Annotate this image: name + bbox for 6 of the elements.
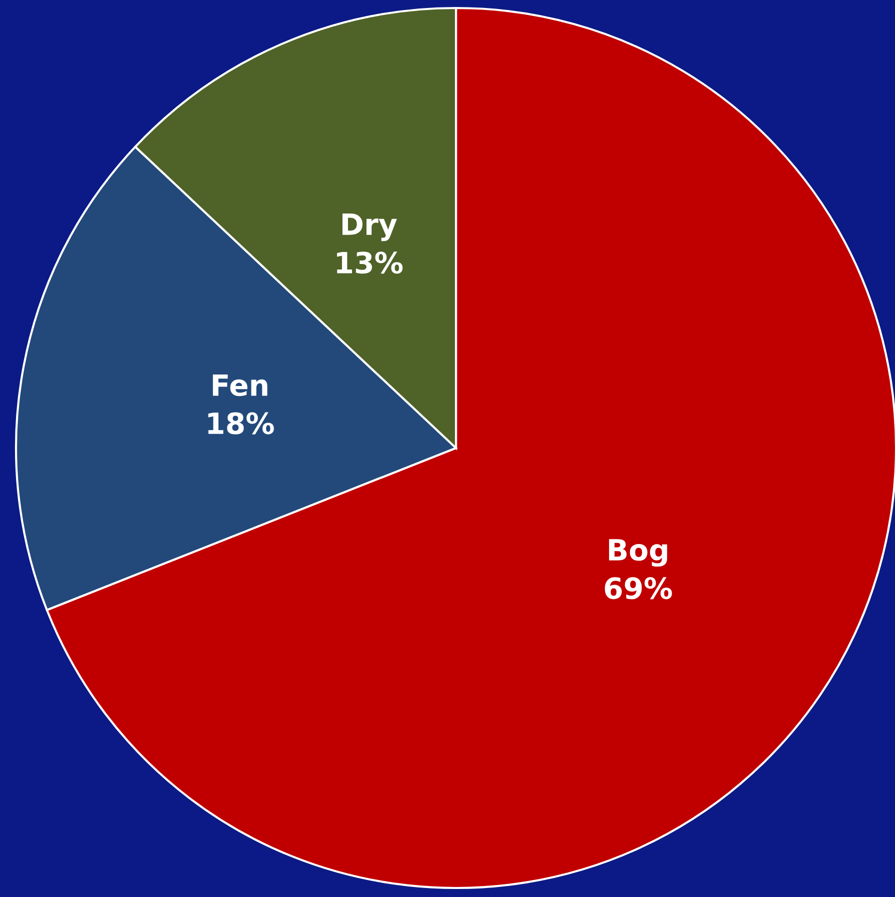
- slice-label: Bog: [609, 539, 668, 567]
- slice-label: Fen: [212, 374, 268, 396]
- data-label: 13%: [337, 252, 403, 274]
- data-label: 69%: [604, 577, 672, 600]
- data-label: 18%: [208, 412, 274, 434]
- slice-label: Dry: [342, 214, 397, 242]
